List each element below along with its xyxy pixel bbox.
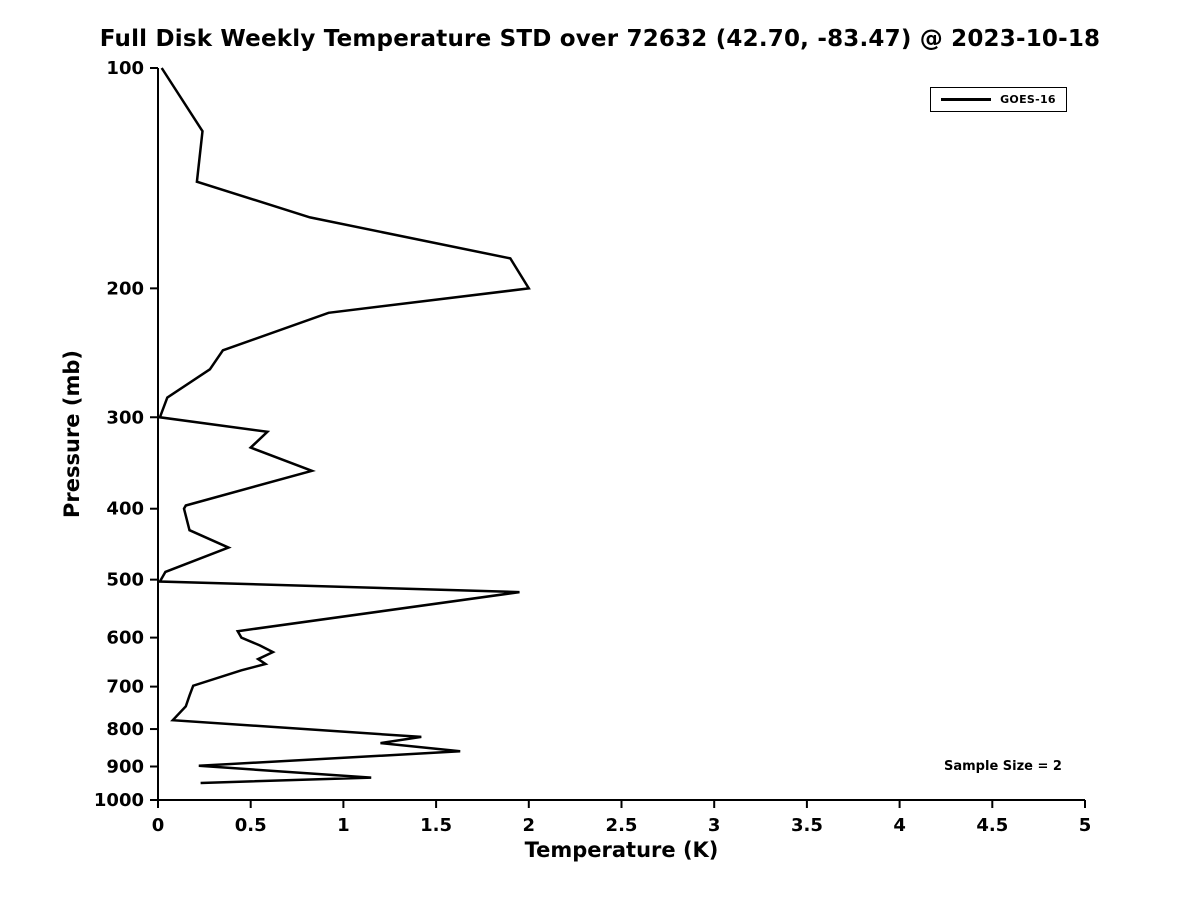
svg-text:4: 4 <box>893 815 906 836</box>
svg-text:0: 0 <box>152 815 165 836</box>
svg-text:2: 2 <box>523 815 536 836</box>
svg-text:300: 300 <box>106 407 144 428</box>
svg-text:200: 200 <box>106 278 144 299</box>
x-axis-label: Temperature (K) <box>524 838 719 862</box>
svg-text:3: 3 <box>708 815 721 836</box>
svg-text:900: 900 <box>106 757 144 778</box>
svg-text:5: 5 <box>1079 815 1092 836</box>
svg-text:0.5: 0.5 <box>235 815 267 836</box>
svg-text:1.5: 1.5 <box>420 815 452 836</box>
x-axis-ticks: 0 0.5 1 1.5 2 2.5 3 3.5 4 4.5 5 <box>152 800 1092 836</box>
svg-text:3.5: 3.5 <box>791 815 823 836</box>
axes <box>157 68 1085 801</box>
legend-line-sample <box>941 98 992 101</box>
y-axis-ticks: 100 200 300 400 500 600 700 800 900 1000 <box>94 58 158 811</box>
svg-text:600: 600 <box>106 628 144 649</box>
svg-text:100: 100 <box>106 58 144 79</box>
sample-size-annotation: Sample Size = 2 <box>944 759 1062 774</box>
legend-label: GOES-16 <box>1000 93 1056 106</box>
svg-text:500: 500 <box>106 570 144 591</box>
y-axis-label: Pressure (mb) <box>60 350 84 518</box>
svg-text:800: 800 <box>106 719 144 740</box>
svg-text:2.5: 2.5 <box>606 815 638 836</box>
svg-text:4.5: 4.5 <box>976 815 1008 836</box>
svg-text:1: 1 <box>337 815 350 836</box>
svg-text:700: 700 <box>106 677 144 698</box>
legend: GOES-16 <box>930 87 1067 112</box>
chart-title: Full Disk Weekly Temperature STD over 72… <box>99 26 1101 52</box>
goes16-series-line <box>157 67 531 785</box>
svg-text:400: 400 <box>106 499 144 520</box>
svg-text:1000: 1000 <box>94 790 144 811</box>
